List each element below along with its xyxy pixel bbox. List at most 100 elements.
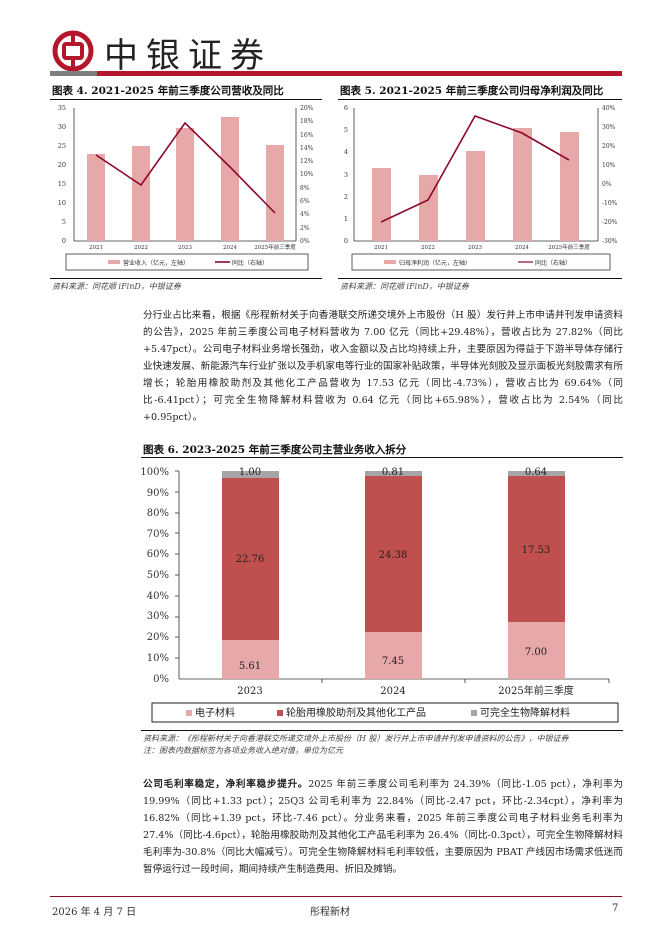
svg-text:14%: 14% — [300, 145, 314, 152]
svg-text:2024: 2024 — [223, 245, 237, 251]
svg-text:8%: 8% — [300, 185, 310, 192]
figure6-note: 注：图表内数据标签为各项业务收入绝对值，单位为亿元 — [143, 746, 343, 755]
svg-text:40%: 40% — [602, 105, 616, 112]
figure5-chart: 6 5 4 3 2 1 0 40% 30% 20% 10% 0% -10% -2… — [344, 104, 618, 271]
svg-text:100%: 100% — [141, 467, 169, 478]
figure6-chart: 100% 90% 80% 70% 60% 50% 40% 30% 20% 10%… — [141, 467, 619, 723]
svg-text:20: 20 — [58, 161, 66, 169]
figure5-title-rule — [338, 99, 622, 100]
svg-text:-10%: -10% — [602, 200, 618, 207]
bank-of-china-logo-icon — [52, 30, 94, 72]
svg-text:可完全生物降解材料: 可完全生物降解材料 — [480, 706, 570, 719]
svg-text:12%: 12% — [300, 158, 314, 165]
svg-text:6: 6 — [344, 104, 348, 112]
svg-text:5: 5 — [62, 218, 66, 226]
svg-text:60%: 60% — [147, 549, 169, 560]
figure5-source-rule — [338, 278, 622, 279]
svg-text:24.38: 24.38 — [379, 550, 408, 561]
svg-text:10%: 10% — [300, 171, 314, 178]
svg-text:同比（右轴）: 同比（右轴） — [535, 259, 571, 267]
svg-text:20%: 20% — [147, 632, 169, 643]
figure4-title-rule — [50, 99, 322, 100]
svg-text:5.61: 5.61 — [239, 661, 261, 672]
svg-text:40%: 40% — [147, 591, 169, 602]
figure5-title: 图表 5. 2021-2025 年前三季度公司归母净利润及同比 — [340, 85, 604, 97]
svg-text:20%: 20% — [602, 143, 616, 150]
figure6-title-rule — [141, 457, 623, 458]
figure5-source: 资料来源：同花顺 iFinD，中银证券 — [340, 282, 469, 291]
svg-text:2022: 2022 — [134, 245, 148, 251]
svg-text:30: 30 — [58, 123, 66, 131]
svg-text:2025年前三季度: 2025年前三季度 — [498, 684, 573, 697]
body-paragraph-2: 公司毛利率稳定，净利率稳步提升。2025 年前三季度公司毛利率为 24.39%（… — [143, 776, 623, 878]
svg-text:0%: 0% — [602, 181, 612, 188]
svg-text:25: 25 — [58, 142, 66, 150]
svg-text:0.81: 0.81 — [382, 467, 404, 478]
footer-date: 2026 年 4 月 7 日 — [52, 907, 137, 918]
svg-text:2023: 2023 — [237, 686, 262, 697]
svg-text:2024: 2024 — [380, 686, 405, 697]
svg-text:80%: 80% — [147, 508, 169, 519]
footer-page-number: 7 — [612, 903, 619, 914]
svg-text:2023: 2023 — [178, 245, 192, 251]
svg-text:0.64: 0.64 — [525, 467, 547, 478]
figure6-source-rule — [141, 730, 623, 731]
svg-text:0%: 0% — [153, 674, 169, 685]
svg-text:6%: 6% — [300, 198, 310, 205]
header-bar-gray — [50, 71, 97, 76]
svg-text:0: 0 — [344, 237, 348, 245]
svg-text:4%: 4% — [300, 211, 310, 218]
svg-text:1: 1 — [344, 215, 348, 223]
svg-text:5: 5 — [344, 126, 348, 134]
svg-text:16%: 16% — [300, 132, 314, 139]
svg-text:1.00: 1.00 — [239, 467, 261, 478]
svg-text:17.53: 17.53 — [522, 545, 551, 556]
svg-text:2: 2 — [344, 193, 348, 201]
svg-text:30%: 30% — [602, 124, 616, 131]
header-bar-red — [97, 71, 622, 76]
figure4-source-rule — [50, 278, 322, 279]
header: 中银证券 — [0, 0, 662, 80]
svg-text:-20%: -20% — [602, 219, 618, 226]
svg-text:50%: 50% — [147, 570, 169, 581]
svg-text:2025年前三季度: 2025年前三季度 — [548, 243, 590, 251]
svg-text:-30%: -30% — [602, 238, 618, 245]
footer-company: 彤程新材 — [310, 907, 350, 918]
svg-text:2022: 2022 — [421, 245, 435, 251]
svg-text:2021: 2021 — [89, 245, 103, 251]
svg-text:0: 0 — [62, 237, 66, 245]
body-paragraph-1: 分行业占比来看，根据《彤程新材关于向香港联交所递交境外上市股份（H 股）发行并上… — [143, 310, 623, 423]
svg-text:归母净利润（亿元，左轴）: 归母净利润（亿元，左轴） — [399, 259, 471, 267]
svg-text:7.45: 7.45 — [382, 656, 404, 667]
figure4-source: 资料来源：同花顺 iFinD，中银证券 — [52, 282, 181, 291]
svg-text:同比（右轴）: 同比（右轴） — [232, 259, 268, 267]
paragraph-2-body: 2025 年前三季度公司毛利率为 24.39%（同比-1.05 pct），净利率… — [143, 779, 623, 875]
svg-text:2%: 2% — [300, 225, 310, 232]
paragraph-2-lead: 公司毛利率稳定，净利率稳步提升。 — [143, 779, 309, 790]
figure6-source: 资料来源：《彤程新材关于向香港联交所递交境外上市股份（H 股）发行并上市申请并刊… — [143, 734, 569, 743]
svg-text:电子材料: 电子材料 — [195, 706, 235, 719]
svg-text:2023: 2023 — [468, 245, 482, 251]
svg-text:7.00: 7.00 — [525, 647, 547, 658]
svg-text:4: 4 — [344, 148, 348, 156]
figure4-chart: 35 30 25 20 15 10 5 0 20% 18% 16% 14% 12… — [58, 104, 314, 271]
svg-text:营业收入（亿元，左轴）: 营业收入（亿元，左轴） — [123, 259, 189, 267]
svg-text:35: 35 — [58, 104, 66, 112]
svg-text:2024: 2024 — [515, 245, 529, 251]
brand-name: 中银证券 — [104, 36, 272, 76]
svg-text:18%: 18% — [300, 118, 314, 125]
figure6-title: 图表 6. 2023-2025 年前三季度公司主营业务收入拆分 — [143, 444, 407, 456]
figure4-title: 图表 4. 2021-2025 年前三季度公司营收及同比 — [52, 85, 284, 97]
svg-text:90%: 90% — [147, 488, 169, 499]
svg-text:2025年前三季度: 2025年前三季度 — [254, 243, 296, 251]
svg-text:10: 10 — [58, 199, 66, 207]
svg-text:轮胎用橡胶助剂及其他化工产品: 轮胎用橡胶助剂及其他化工产品 — [286, 706, 426, 719]
svg-text:70%: 70% — [147, 529, 169, 540]
svg-text:30%: 30% — [147, 611, 169, 622]
svg-text:0%: 0% — [300, 238, 310, 245]
svg-text:10%: 10% — [147, 653, 169, 664]
svg-text:15: 15 — [58, 180, 66, 188]
svg-text:3: 3 — [344, 171, 348, 179]
svg-text:10%: 10% — [602, 162, 616, 169]
footer-rule — [50, 896, 622, 897]
